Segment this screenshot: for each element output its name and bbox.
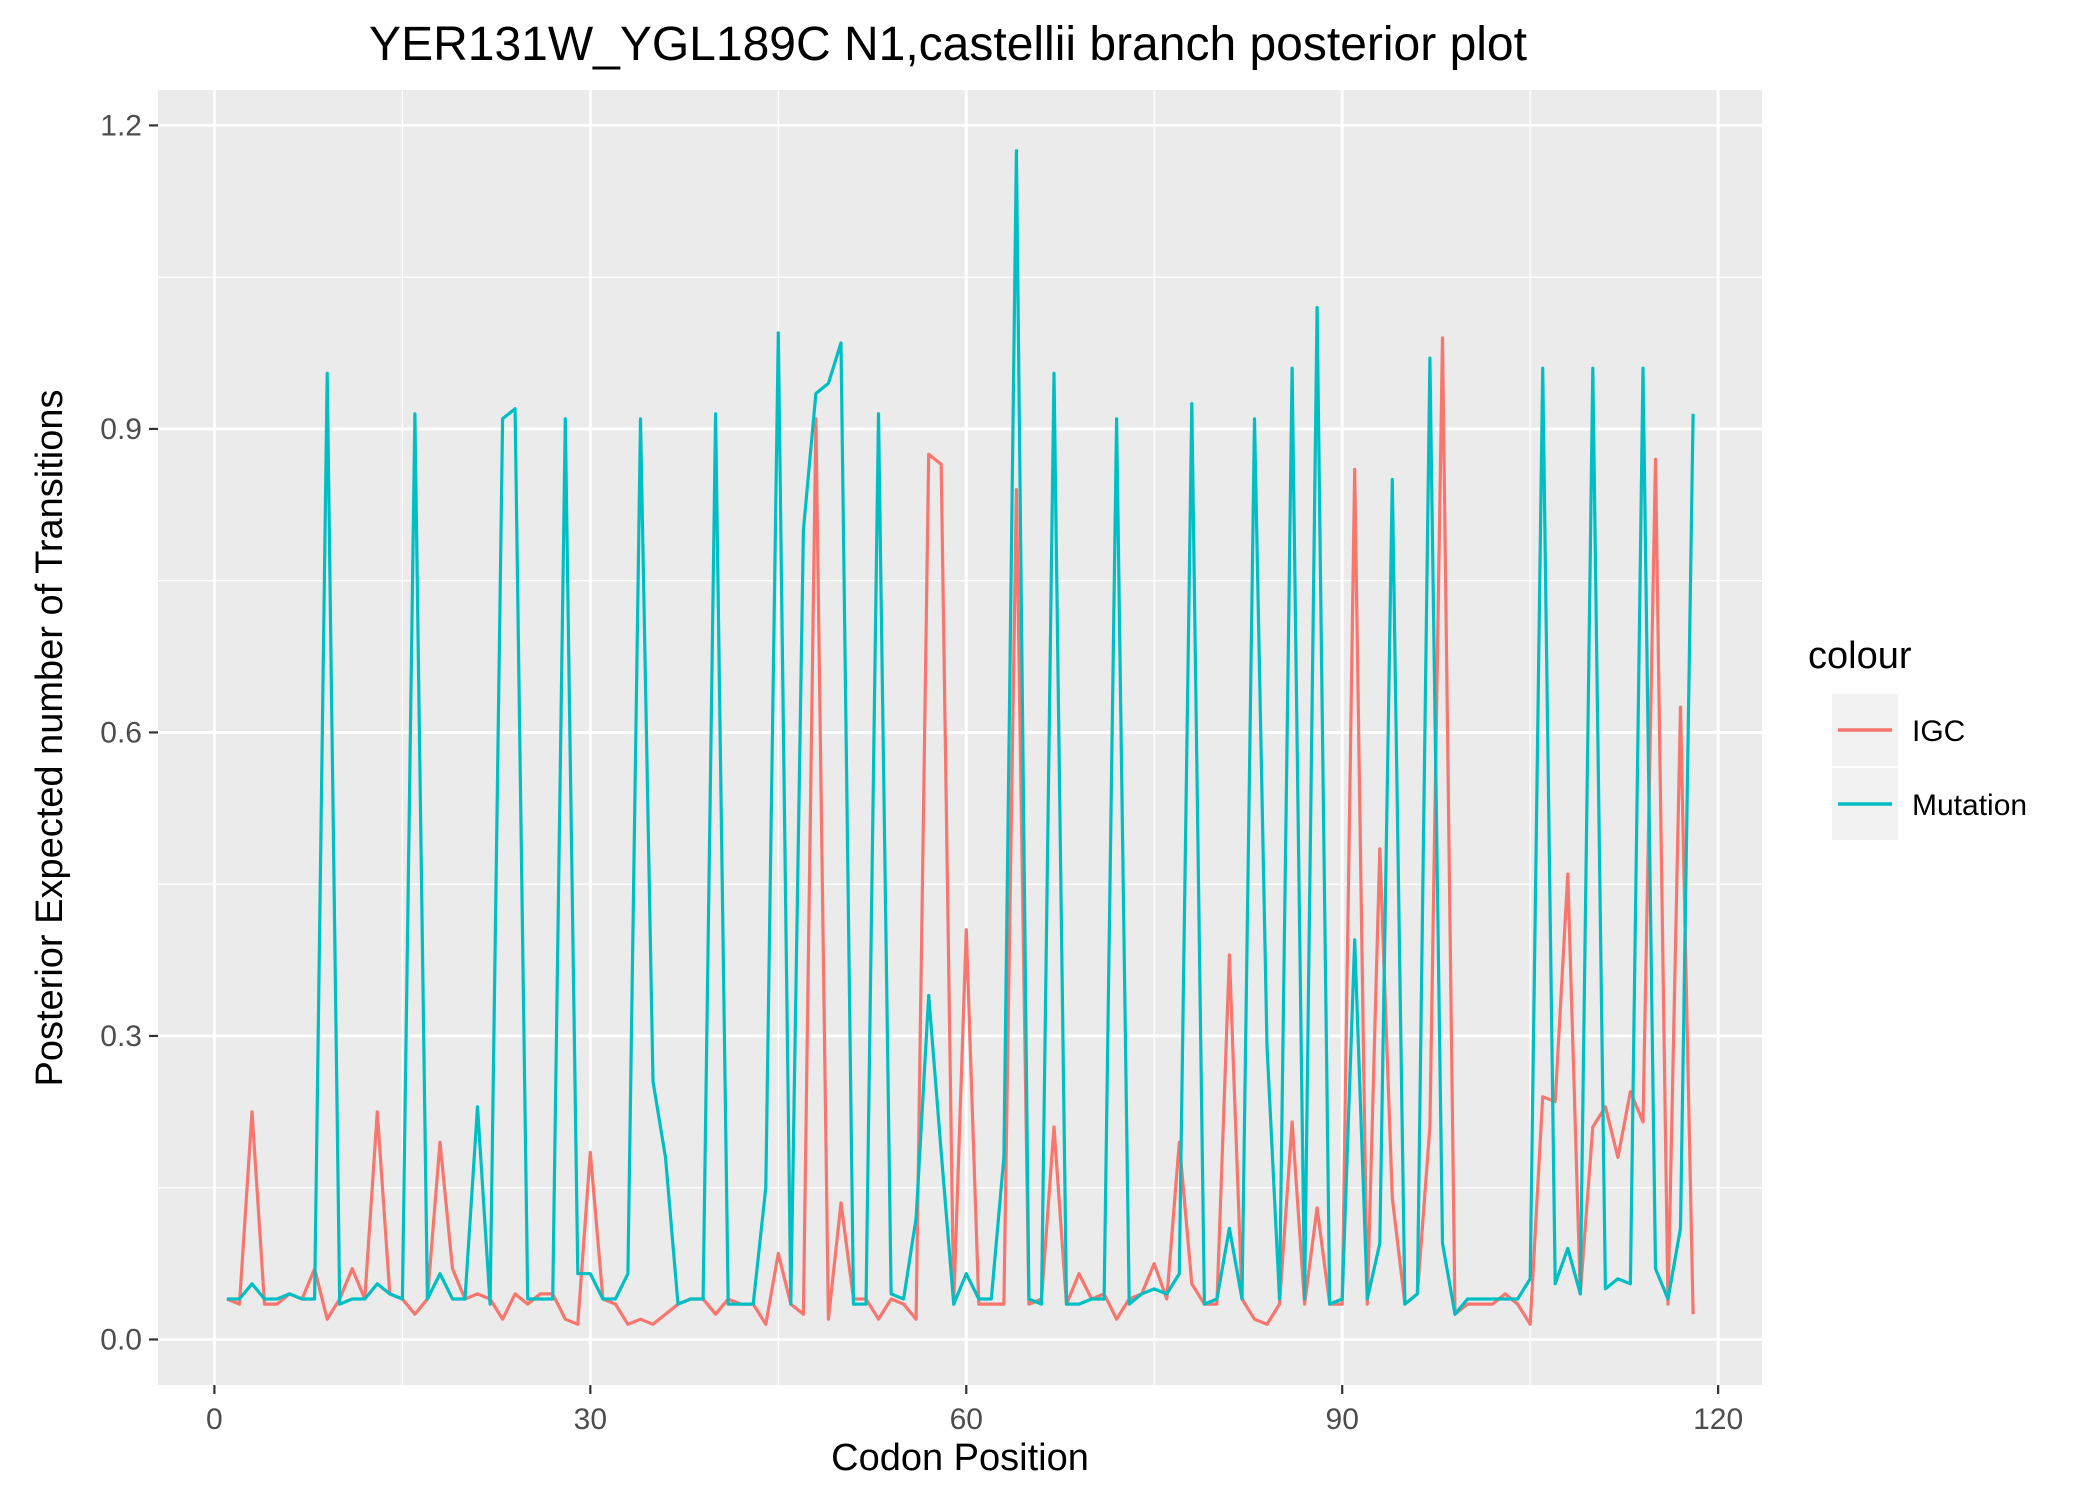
plot-panel <box>158 90 1762 1385</box>
x-tick-label: 90 <box>1326 1403 1359 1436</box>
series-line-mutation <box>226 149 1695 1316</box>
y-tick-label: 0.6 <box>100 716 142 749</box>
x-axis-title: Codon Position <box>831 1437 1089 1479</box>
x-tick-label: 0 <box>206 1403 223 1436</box>
grid-major <box>158 90 1762 1385</box>
x-tick-label: 60 <box>950 1403 983 1436</box>
y-axis: 0.0 0.3 0.6 0.9 1.2 <box>100 109 158 1356</box>
chart-title: YER131W_YGL189C N1,castellii branch post… <box>369 18 1527 71</box>
x-axis: 0 30 60 90 120 <box>206 1385 1743 1436</box>
legend-title: colour <box>1808 635 1912 677</box>
legend-items: IGC Mutation <box>1832 694 2027 840</box>
x-tick-label: 30 <box>574 1403 607 1436</box>
y-tick-label: 0.9 <box>100 413 142 446</box>
series-lines <box>226 149 1695 1326</box>
y-axis-title: Posterior Expected number of Transitions <box>29 389 71 1086</box>
y-tick-label: 1.2 <box>100 109 142 142</box>
legend-label-igc: IGC <box>1912 715 1965 748</box>
legend-label-mutation: Mutation <box>1912 789 2027 822</box>
x-tick-label: 120 <box>1693 1403 1743 1436</box>
legend: colour IGC Mutation <box>1808 635 2027 840</box>
y-tick-label: 0.3 <box>100 1020 142 1053</box>
y-tick-label: 0.0 <box>100 1323 142 1356</box>
series-line-igc <box>226 336 1695 1326</box>
